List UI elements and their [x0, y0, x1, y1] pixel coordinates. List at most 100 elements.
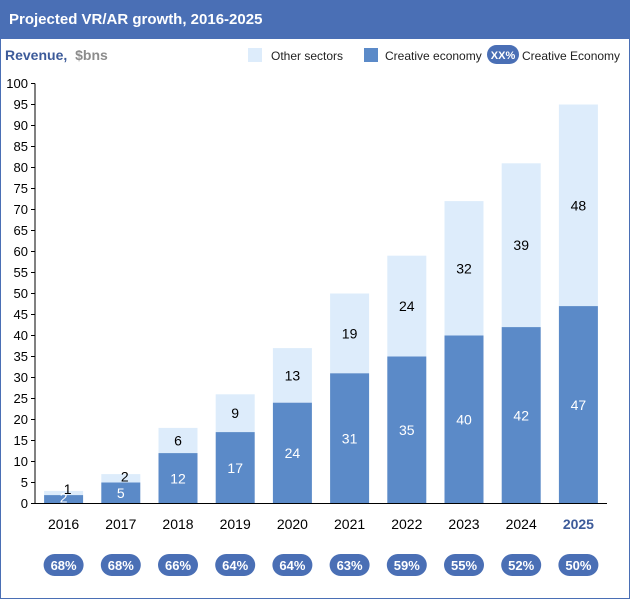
y-tick-label: 75: [14, 181, 28, 196]
data-label-creative-economy: 35: [399, 422, 415, 438]
y-axis-label-text: Revenue,: [5, 47, 67, 63]
legend-label-other-sectors: Other sectors: [271, 49, 343, 63]
x-tick-label: 2024: [506, 516, 537, 532]
y-tick-label: 45: [14, 307, 28, 322]
bar-other-sectors: [558, 104, 598, 307]
y-tick-label: 80: [14, 160, 28, 175]
share-pill: [444, 554, 484, 576]
y-tick-label: 0: [21, 496, 28, 511]
data-label-creative-economy: 31: [342, 430, 358, 446]
data-label-other-sectors: 24: [399, 298, 415, 314]
legend-swatch-creative-economy: [364, 48, 378, 62]
x-tick-label: 2021: [334, 516, 365, 532]
title-bar: Projected VR/AR growth, 2016-2025: [1, 1, 629, 39]
chart-title: Projected VR/AR growth, 2016-2025: [9, 11, 263, 28]
x-tick-label: 2022: [391, 516, 422, 532]
share-pill: [100, 554, 141, 576]
share-pill-label: 68%: [51, 558, 77, 573]
y-tick-label: 100: [6, 76, 28, 91]
share-pill-label: 63%: [337, 558, 363, 573]
x-tick-label: 2019: [220, 516, 251, 532]
y-tick-label: 25: [14, 391, 28, 406]
y-tick-label: 40: [14, 328, 28, 343]
bar-creative-economy: [215, 432, 255, 504]
bar-other-sectors: [272, 348, 312, 403]
y-tick-label: 55: [14, 265, 28, 280]
data-label-creative-economy: 5: [117, 485, 125, 501]
bar-other-sectors: [444, 201, 484, 336]
data-label-creative-economy: 40: [456, 412, 472, 428]
y-tick-label: 30: [14, 370, 28, 385]
bar-creative-economy: [101, 482, 141, 504]
y-tick-label: 15: [14, 433, 28, 448]
share-pill-label: 55%: [451, 558, 477, 573]
share-pill-label: 64%: [222, 558, 248, 573]
bar-other-sectors: [101, 474, 141, 483]
y-axis: 0 5 10 15 20 25 30 35 40 45 50 55 60 65 70 75 80 85 90 95 10…: [6, 76, 36, 511]
x-axis: 2016 2017 2018 2019 2020 2021 2022 2023 2024 2025: [48, 516, 594, 532]
y-tick-label: 70: [14, 202, 28, 217]
legend-label-creative-economy-share: Creative Economy: [522, 49, 620, 63]
legend-label-creative-economy: Creative economy: [385, 49, 482, 63]
y-tick-label: 90: [14, 118, 28, 133]
x-tick-label: 2018: [162, 516, 193, 532]
y-tick-label: 50: [14, 286, 28, 301]
data-label-creative-economy: 47: [571, 397, 587, 413]
svg-text:Revenue, $bns: Revenue, $bns: [5, 47, 108, 63]
y-tick-label: 95: [14, 97, 28, 112]
bar-other-sectors: [330, 293, 370, 374]
legend-pill-marker: [487, 45, 519, 64]
y-tick-label: 10: [14, 454, 28, 469]
share-pill-label: 68%: [108, 558, 134, 573]
data-label-other-sectors: 1: [64, 481, 72, 497]
data-label-creative-economy: 12: [170, 470, 186, 486]
bar-other-sectors: [44, 490, 84, 496]
share-pill: [329, 554, 370, 576]
data-label-other-sectors: 19: [342, 325, 358, 341]
bar-creative-economy: [558, 306, 598, 504]
data-label-creative-economy: 2: [60, 490, 68, 506]
bar-other-sectors: [387, 255, 427, 357]
data-label-other-sectors: 39: [513, 237, 529, 253]
bar-creative-economy: [444, 335, 484, 504]
y-tick-label: 85: [14, 139, 28, 154]
legend: Other sectors Creative economy XX% Creat…: [248, 45, 620, 64]
y-tick-label: 35: [14, 349, 28, 364]
share-pill: [386, 554, 427, 576]
data-label-creative-economy: 17: [227, 460, 243, 476]
y-tick-label: 20: [14, 412, 28, 427]
data-label-other-sectors: 32: [456, 260, 472, 276]
bar-creative-economy: [272, 402, 312, 504]
data-label-creative-economy: 24: [285, 445, 301, 461]
x-tick-label: 2017: [105, 516, 136, 532]
y-tick-label: 65: [14, 223, 28, 238]
data-label-other-sectors: 6: [174, 433, 182, 449]
share-pill: [501, 554, 542, 576]
y-tick-label: 60: [14, 244, 28, 259]
bar-creative-economy: [501, 327, 541, 504]
share-pill: [43, 554, 84, 576]
x-tick-label: 2016: [48, 516, 79, 532]
bar-creative-economy: [330, 373, 370, 504]
share-pill: [272, 554, 313, 576]
x-tick-label: 2020: [277, 516, 308, 532]
share-pill: [215, 554, 256, 576]
share-pill: [558, 554, 599, 576]
y-axis-label: Revenue, $bns: [5, 47, 108, 63]
x-tick-label: 2025: [563, 516, 594, 532]
bar-creative-economy: [387, 356, 427, 504]
legend-pill-marker-label: XX%: [491, 50, 516, 62]
share-pill-label: 52%: [508, 558, 534, 573]
bar-other-sectors: [158, 427, 198, 454]
data-label-other-sectors: 48: [571, 197, 587, 213]
bar-creative-economy: [44, 495, 84, 504]
x-tick-label: 2023: [448, 516, 479, 532]
data-label-other-sectors: 2: [121, 469, 129, 485]
y-tick-label: 5: [21, 475, 28, 490]
data-label-creative-economy: 42: [513, 407, 529, 423]
share-pill-label: 64%: [279, 558, 305, 573]
share-pill: [158, 554, 198, 576]
y-axis-label-unit: $bns: [75, 47, 108, 63]
